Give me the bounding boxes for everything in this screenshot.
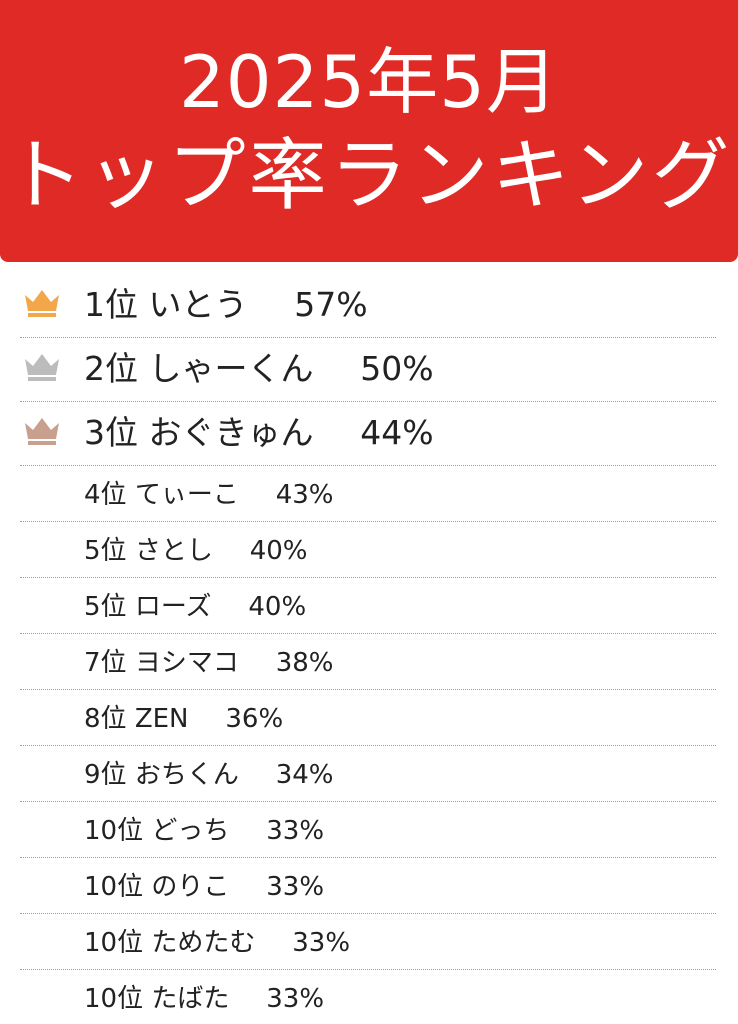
- ranking-row-12: 10位 ためたむ 33%: [20, 914, 716, 970]
- player-name: しゃーくん: [148, 349, 314, 388]
- rank-label: 2位: [84, 349, 138, 388]
- player-name: さとし: [134, 536, 213, 566]
- player-name: ヨシマコ: [134, 648, 239, 678]
- ranking-row-11: 10位 のりこ 33%: [20, 858, 716, 914]
- player-name: おぐきゅん: [148, 413, 314, 452]
- bronze-crown-icon: [25, 418, 59, 445]
- rank-label: 10位: [84, 816, 144, 846]
- top-rate: 57%: [294, 285, 368, 324]
- ranking-row-10: 10位 どっち 33%: [20, 802, 716, 858]
- player-name: ローズ: [134, 592, 212, 622]
- top-rate: 34%: [275, 760, 334, 790]
- ranking-row-5: 5位 さとし 40%: [20, 522, 716, 578]
- gold-crown-icon: [25, 290, 59, 317]
- player-name: ZEN: [134, 704, 189, 734]
- rank-label: 10位: [84, 928, 144, 958]
- ranking-row-8: 8位 ZEN 36%: [20, 690, 716, 746]
- top-rate: 36%: [225, 704, 284, 734]
- top-rate: 40%: [249, 536, 308, 566]
- title-ranking: トップ率ランキング: [5, 131, 733, 221]
- rank-label: 1位: [84, 285, 138, 324]
- rank-label: 7位: [84, 648, 127, 678]
- silver-crown-icon: [25, 354, 59, 381]
- top-rate: 33%: [266, 984, 325, 1014]
- rank-label: 8位: [84, 704, 127, 734]
- ranking-row-1: 1位 いとう 57%: [20, 274, 716, 338]
- player-name: おちくん: [134, 760, 239, 790]
- rank-label: 5位: [84, 536, 127, 566]
- ranking-row-4: 4位 てぃーこ 43%: [20, 466, 716, 522]
- top-rate: 33%: [292, 928, 351, 958]
- top-rate: 43%: [275, 480, 334, 510]
- top-rate: 44%: [360, 413, 434, 452]
- player-name: いとう: [148, 285, 248, 324]
- top-rate: 38%: [275, 648, 334, 678]
- ranking-row-2: 2位 しゃーくん 50%: [20, 338, 716, 402]
- ranking-row-7: 7位 ヨシマコ 38%: [20, 634, 716, 690]
- top-rate: 50%: [360, 349, 434, 388]
- player-name: のりこ: [151, 872, 230, 902]
- ranking-list: 1位 いとう 57% 2位 しゃーくん 50% 3位 おぐきゅん 44% 4位 …: [20, 274, 716, 1024]
- top-rate: 33%: [266, 872, 325, 902]
- ranking-row-6: 5位 ローズ 40%: [20, 578, 716, 634]
- player-name: ためたむ: [151, 928, 256, 958]
- rank-label: 10位: [84, 872, 144, 902]
- player-name: どっち: [151, 816, 230, 846]
- player-name: てぃーこ: [134, 480, 239, 510]
- rank-label: 10位: [84, 984, 144, 1014]
- ranking-row-13: 10位 たばた 33%: [20, 970, 716, 1024]
- ranking-row-3: 3位 おぐきゅん 44%: [20, 402, 716, 466]
- ranking-row-9: 9位 おちくん 34%: [20, 746, 716, 802]
- rank-label: 3位: [84, 413, 138, 452]
- player-name: たばた: [151, 984, 230, 1014]
- top-rate: 33%: [266, 816, 325, 846]
- title-month: 2025年5月: [178, 40, 560, 124]
- rank-label: 5位: [84, 592, 127, 622]
- title-banner: 2025年5月 トップ率ランキング: [0, 0, 738, 262]
- top-rate: 40%: [248, 592, 307, 622]
- rank-label: 9位: [84, 760, 127, 790]
- rank-label: 4位: [84, 480, 127, 510]
